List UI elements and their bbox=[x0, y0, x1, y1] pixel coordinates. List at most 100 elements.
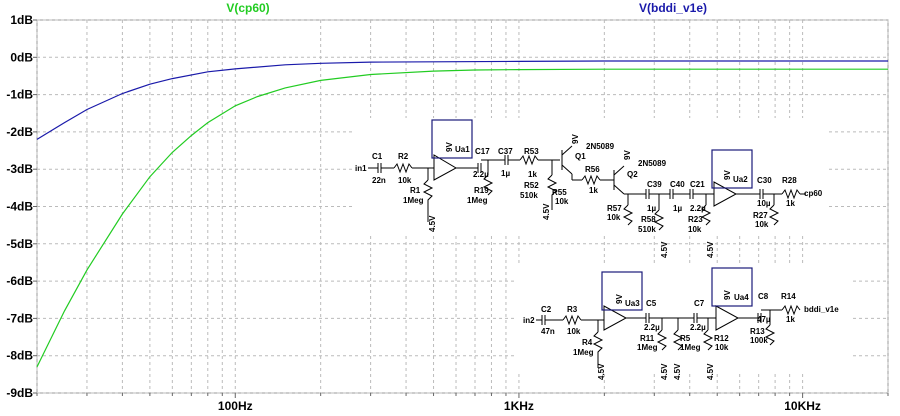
schematic-label: R28 bbox=[782, 176, 797, 185]
schematic-label: 2.2µ bbox=[690, 323, 706, 332]
series-line-1 bbox=[36, 60, 888, 140]
schematic-label: 4.5V bbox=[597, 363, 606, 380]
schematic-label: R58 bbox=[641, 215, 656, 224]
schematic-label: Q1 bbox=[575, 152, 586, 161]
schematic-label: 4.5V bbox=[542, 203, 551, 220]
legend-cp60: V(cp60) bbox=[226, 1, 269, 15]
schematic-label: 10k bbox=[755, 220, 769, 229]
y-tick-label: 0dB bbox=[10, 50, 33, 64]
schematic-label: C8 bbox=[758, 292, 769, 301]
y-tick-label: -8dB bbox=[6, 349, 33, 363]
y-tick-label: -4dB bbox=[6, 200, 33, 214]
y-tick-label: -9dB bbox=[6, 386, 33, 400]
schematic-label: 4.5V bbox=[673, 363, 682, 380]
schematic-label: 4.5V bbox=[706, 241, 715, 258]
schematic-label: C37 bbox=[498, 147, 513, 156]
y-tick-label: -6dB bbox=[6, 274, 33, 288]
schematic-bottom-labels: C2 47n in2 R3 10k R4 1Meg 4.5V 9V Ua3 C5… bbox=[523, 290, 839, 380]
schematic-label: 2.2µ bbox=[644, 323, 660, 332]
schematic-label: 1k bbox=[528, 170, 537, 179]
schematic-label: 1µ bbox=[501, 169, 510, 178]
schematic-label: 4.5V bbox=[660, 241, 669, 258]
schematic-label: 9V bbox=[571, 134, 580, 144]
schematic-label: 2N5089 bbox=[638, 159, 667, 168]
schematic-label: bddi_v1e bbox=[804, 305, 839, 314]
schematic-label: R1 bbox=[410, 186, 421, 195]
schematic-label: R23 bbox=[688, 215, 703, 224]
schematic-label: 1k bbox=[589, 186, 598, 195]
schematic-label: 10k bbox=[715, 343, 729, 352]
schematic-label: 9V bbox=[445, 142, 454, 152]
schematic-label: 10k bbox=[398, 176, 412, 185]
schematic-overlay: in1 C1 22n R2 10k R1 1Meg 4.5V 9V Ua1 C1… bbox=[352, 118, 852, 380]
y-tick-label: -1dB bbox=[6, 88, 33, 102]
schematic-label: 1Meg bbox=[403, 196, 424, 205]
schematic-label: R5 bbox=[680, 334, 691, 343]
schematic-label: R14 bbox=[781, 292, 796, 301]
schematic-label: R53 bbox=[524, 147, 539, 156]
schematic-label: 1Meg bbox=[467, 196, 488, 205]
schematic-label: 9V bbox=[615, 294, 624, 304]
schematic-label: 1k bbox=[786, 199, 795, 208]
schematic-label: Ua3 bbox=[625, 299, 640, 308]
schematic-label: 9V bbox=[723, 290, 732, 300]
schematic-label: R56 bbox=[585, 165, 600, 174]
schematic-top-bg bbox=[352, 118, 828, 236]
schematic-label: 10µ bbox=[757, 199, 771, 208]
schematic-label: C7 bbox=[694, 299, 705, 308]
schematic-label: 1Meg bbox=[573, 348, 594, 357]
schematic-label: 47µ bbox=[757, 315, 771, 324]
schematic-label: Ua4 bbox=[734, 293, 749, 302]
schematic-label: R12 bbox=[714, 334, 729, 343]
schematic-label: 100k bbox=[750, 336, 768, 345]
schematic-label: 4.5V bbox=[660, 363, 669, 380]
schematic-label: 4.5V bbox=[428, 215, 437, 232]
schematic-label: in2 bbox=[523, 316, 535, 325]
schematic-label: 10k bbox=[688, 225, 702, 234]
schematic-label: 9V bbox=[723, 170, 732, 180]
schematic-label: 47n bbox=[541, 327, 555, 336]
schematic-label: 2N5089 bbox=[586, 142, 615, 151]
schematic-label: C21 bbox=[690, 180, 705, 189]
schematic-label: 1Meg bbox=[680, 343, 701, 352]
schematic-label: R57 bbox=[607, 204, 622, 213]
series-line-0 bbox=[36, 68, 888, 368]
schematic-top-wires bbox=[368, 119, 806, 231]
legend-bddi-v1e: V(bddi_v1e) bbox=[639, 1, 707, 15]
schematic-label: C17 bbox=[475, 147, 490, 156]
schematic-label: C2 bbox=[541, 305, 552, 314]
schematic-label: 1k bbox=[786, 315, 795, 324]
schematic-label: 1Meg bbox=[637, 343, 658, 352]
schematic-label: 10k bbox=[567, 327, 581, 336]
schematic-bottom-wires bbox=[536, 267, 801, 368]
schematic-label: Ua1 bbox=[455, 145, 470, 154]
schematic-label: R27 bbox=[753, 211, 768, 220]
series-lines bbox=[36, 60, 888, 368]
schematic-label: R55 bbox=[552, 188, 567, 197]
schematic-label: 22n bbox=[372, 176, 386, 185]
schematic-label: R19 bbox=[474, 186, 489, 195]
schematic-label: R3 bbox=[567, 305, 578, 314]
schematic-label: 1µ bbox=[673, 204, 682, 213]
schematic-label: 2.2µ bbox=[473, 170, 489, 179]
schematic-label: 2.2µ bbox=[690, 204, 706, 213]
schematic-label: cp60 bbox=[804, 189, 823, 198]
y-tick-label: 1dB bbox=[10, 13, 33, 27]
y-tick-label: -3dB bbox=[6, 162, 33, 176]
schematic-label: Q2 bbox=[627, 170, 638, 179]
x-axis: 100Hz 1KHz 10KHz bbox=[36, 393, 889, 413]
y-axis: 1dB 0dB -1dB -2dB -3dB -4dB -5dB -6dB -7dB -8dB -9… bbox=[6, 13, 37, 400]
schematic-label: R11 bbox=[640, 334, 655, 343]
schematic-label: 510k bbox=[638, 225, 656, 234]
schematic-label: C5 bbox=[646, 299, 657, 308]
x-tick-label: 10KHz bbox=[784, 399, 821, 413]
schematic-label: 10k bbox=[555, 197, 569, 206]
y-tick-label: -7dB bbox=[6, 311, 33, 325]
schematic-label: 1µ bbox=[647, 204, 656, 213]
schematic-label: R2 bbox=[398, 152, 409, 161]
schematic-label: C1 bbox=[372, 152, 383, 161]
schematic-label: C30 bbox=[757, 176, 772, 185]
schematic-label: 9V bbox=[623, 150, 632, 160]
x-tick-label: 100Hz bbox=[218, 399, 253, 413]
